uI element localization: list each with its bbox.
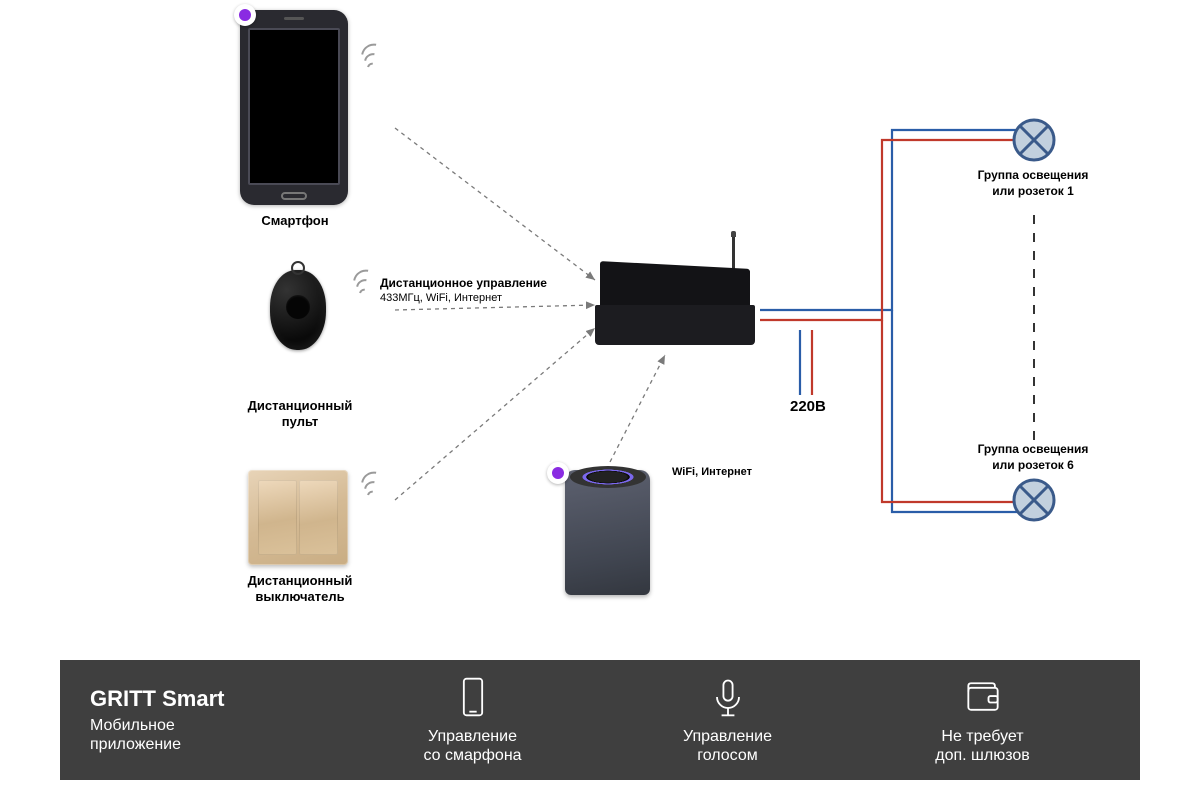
- banner-col-brand: GRITT Smart Мобильноеприложение: [90, 686, 345, 755]
- load-6-label: Группа освещенияили розеток 6: [928, 442, 1138, 473]
- wallet-icon: [961, 675, 1005, 719]
- smartphone-icon: [240, 10, 348, 205]
- remote-fob-icon: [270, 270, 326, 350]
- wifi-waves-icon: [351, 455, 398, 502]
- smart-speaker-icon: [565, 470, 650, 595]
- wall-switch-label: Дистанционныйвыключатель: [225, 573, 375, 606]
- wifi-waves-icon: [351, 27, 398, 74]
- voltage-label: 220В: [790, 398, 826, 415]
- phone-outline-icon: [451, 675, 495, 719]
- wall-switch-icon: [248, 470, 348, 565]
- control-caption: Дистанционное управление 433МГц, WiFi, И…: [380, 276, 547, 304]
- remote-fob-label: Дистанционныйпульт: [225, 398, 375, 431]
- brand-title: GRITT Smart: [90, 686, 224, 712]
- feature-banner: GRITT Smart Мобильноеприложение Управлен…: [60, 660, 1140, 780]
- alice-badge-icon: [234, 4, 256, 26]
- speaker-caption: WiFi, Интернет: [672, 466, 752, 478]
- smartphone-label: Смартфон: [240, 213, 350, 228]
- banner-col-voice: Управлениеголосом: [600, 675, 855, 765]
- banner-col-phone: Управлениесо смарфона: [345, 675, 600, 765]
- banner-col-nohub: Не требуетдоп. шлюзов: [855, 675, 1110, 765]
- hub-device-icon: [595, 265, 755, 345]
- alice-badge-icon: [547, 462, 569, 484]
- microphone-icon: [706, 675, 750, 719]
- load-1-label: Группа освещенияили розеток 1: [928, 168, 1138, 199]
